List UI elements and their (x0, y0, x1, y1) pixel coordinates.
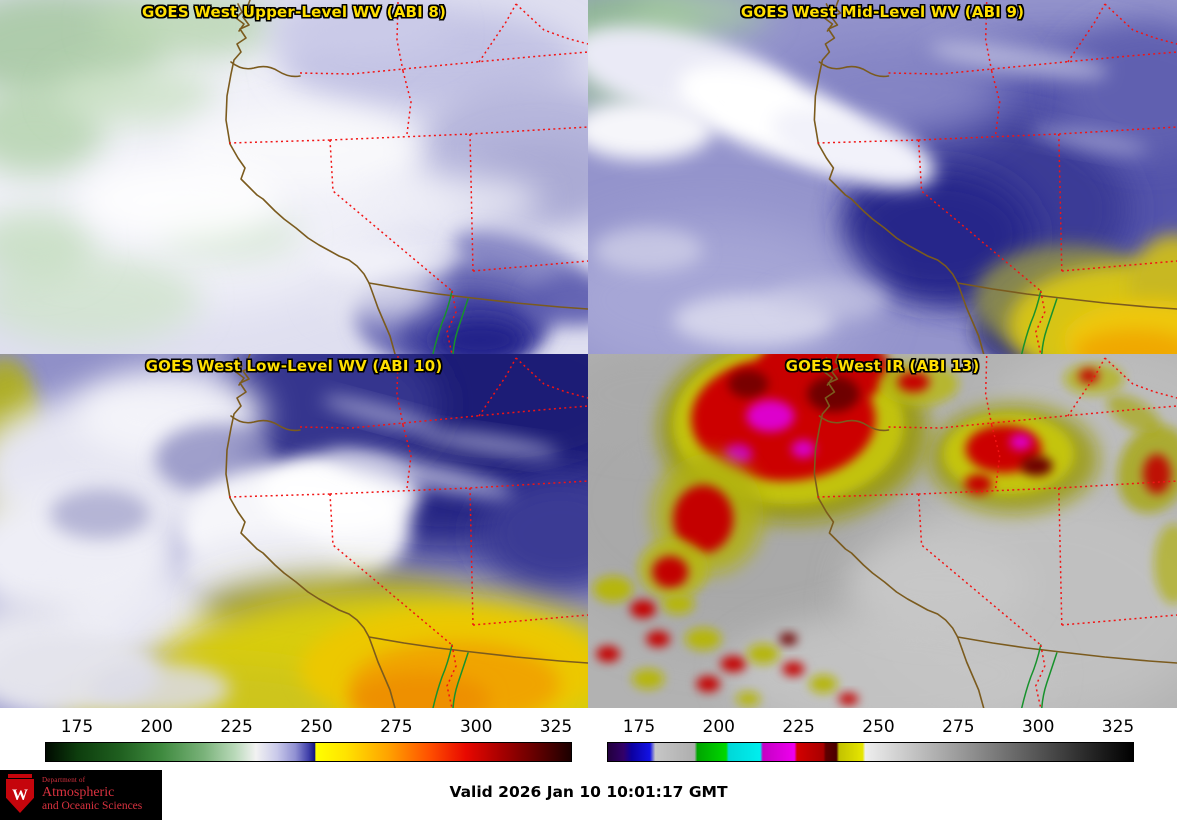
satellite-image-upper-level-wv (0, 0, 588, 354)
uw-monogram: W (12, 787, 28, 804)
ir-imagery-art (588, 354, 1177, 708)
uw-aos-logo: W Department of Atmospheric and Oceanic … (0, 770, 162, 820)
colorbar-tick: 300 (1021, 717, 1055, 737)
colorbar-tick: 225 (220, 717, 253, 737)
uw-crest-banner (8, 774, 32, 779)
colorbar-tick: 250 (862, 717, 895, 737)
uw-crest-shield: W (6, 779, 34, 813)
colorbar-row: 175 200 225 250 275 300 325 175 200 225 250 275 300… (0, 708, 1177, 770)
colorbar-ir-ticks: 175 200 225 250 275 300 325 (607, 714, 1135, 742)
satellite-panel-grid: GOES West Upper-Level WV (ABI 8) (0, 0, 1177, 708)
logo-name-line2: and Oceanic Sciences (42, 800, 143, 813)
colorbar-tick: 275 (380, 717, 413, 737)
panel-upper-level-wv: GOES West Upper-Level WV (ABI 8) (0, 0, 588, 354)
satellite-image-low-level-wv (0, 354, 588, 708)
colorbar-tick: 175 (60, 717, 94, 737)
colorbar-tick: 175 (622, 717, 656, 737)
valid-timestamp: Valid 2026 Jan 10 10:01:17 GMT (449, 783, 728, 801)
logo-name-line1: Atmospheric (42, 785, 115, 801)
colorbar-water-vapor: 175 200 225 250 275 300 325 (45, 714, 572, 768)
satellite-image-ir (588, 354, 1177, 708)
panel-ir: GOES West IR (ABI 13) (588, 354, 1177, 708)
colorbar-ir-gradient (607, 742, 1134, 762)
colorbar-water-vapor-gradient (45, 742, 572, 762)
logo-text: Department of Atmospheric and Oceanic Sc… (42, 777, 142, 812)
colorbar-tick: 325 (539, 717, 573, 737)
colorbar-tick: 300 (459, 717, 493, 737)
panel-mid-level-wv: GOES West Mid-Level WV (ABI 9) (588, 0, 1177, 354)
colorbar-tick: 200 (140, 717, 174, 737)
colorbar-tick: 325 (1101, 717, 1135, 737)
colorbar-tick: 250 (300, 717, 333, 737)
colorbar-tick: 200 (702, 717, 736, 737)
upper-wv-imagery-art (0, 0, 588, 354)
panel-low-level-wv: GOES West Low-Level WV (ABI 10) (0, 354, 588, 708)
logo-dept-line: Department of (42, 776, 86, 785)
satellite-image-mid-level-wv (588, 0, 1177, 354)
colorbar-tick: 225 (782, 717, 815, 737)
low-wv-imagery-art (0, 354, 588, 708)
footer: Valid 2026 Jan 10 10:01:17 GMT W Departm… (0, 770, 1177, 820)
colorbar-ir: 175 200 225 250 275 300 325 (607, 714, 1134, 768)
uw-crest-icon: W (5, 774, 35, 816)
colorbar-tick: 275 (942, 717, 975, 737)
colorbar-water-vapor-ticks: 175 200 225 250 275 300 325 (45, 714, 573, 742)
mid-wv-imagery-art (588, 0, 1177, 354)
